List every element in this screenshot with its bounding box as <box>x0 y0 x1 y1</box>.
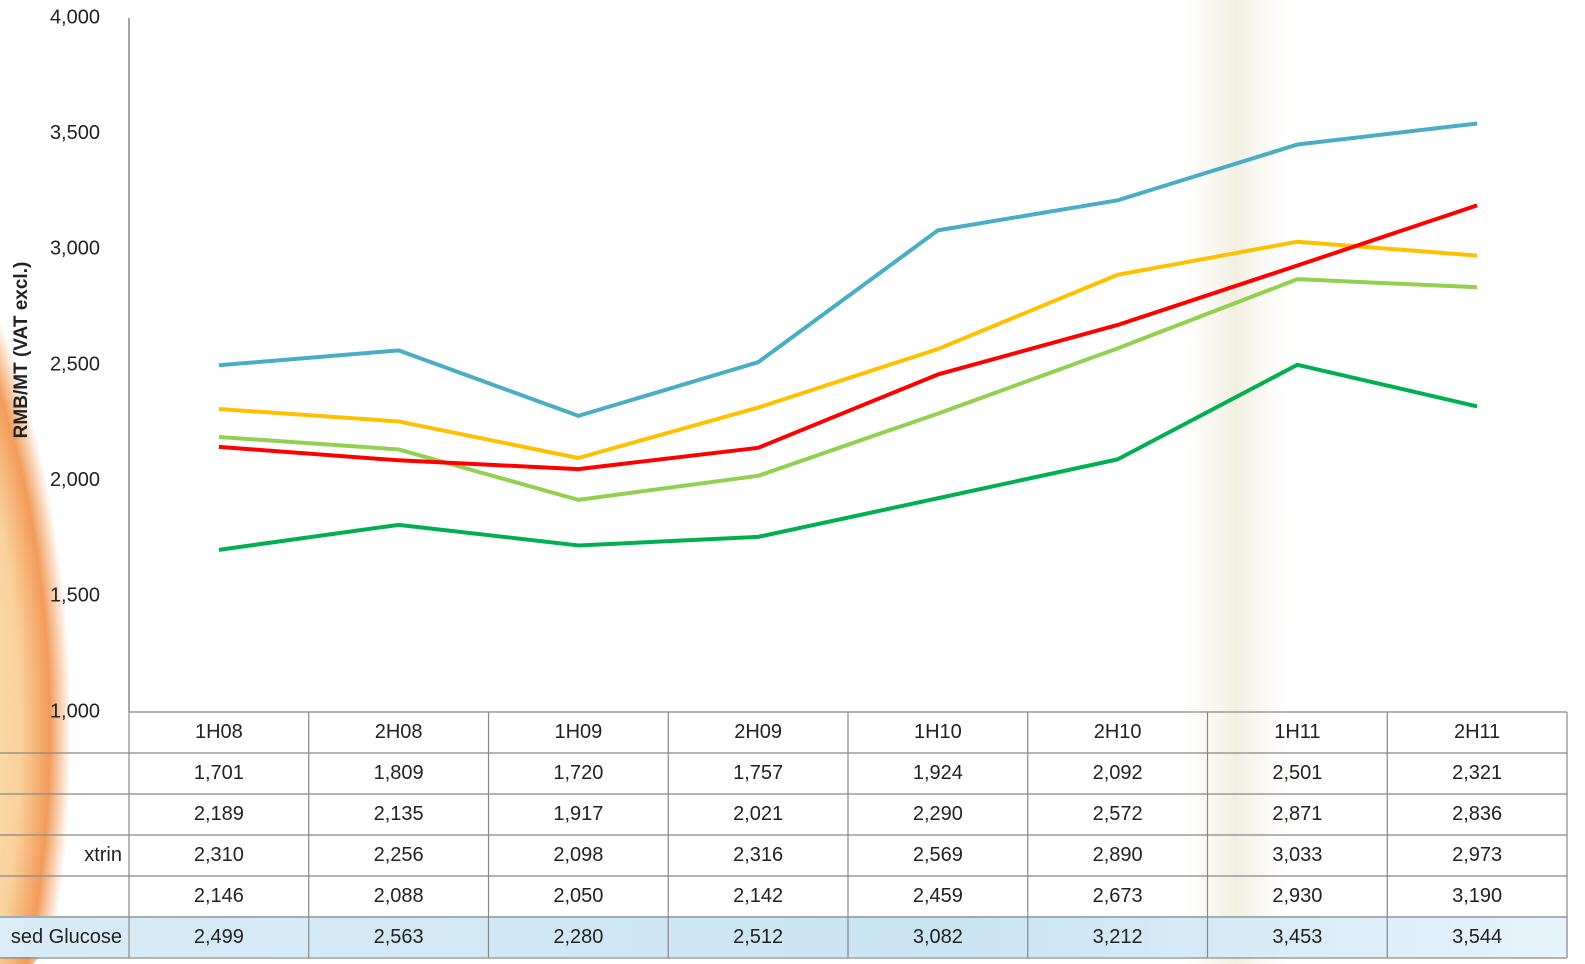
data-label: 2,871 <box>1272 803 1322 825</box>
data-label: 2,142 <box>733 885 783 907</box>
data-label: 2,459 <box>913 885 963 907</box>
data-label: 2,189 <box>194 803 244 825</box>
data-label: 2,512 <box>733 926 783 948</box>
series-line <box>218 277 1478 502</box>
decor-orb <box>0 228 140 964</box>
data-label: 2,135 <box>374 803 424 825</box>
y-tick-label: 3,500 <box>50 122 100 144</box>
y-tick-label: 4,000 <box>50 6 100 28</box>
x-tick-label: 1H10 <box>914 721 962 743</box>
data-label: 2,836 <box>1452 803 1502 825</box>
data-label: 2,098 <box>553 844 603 866</box>
data-label: 2,146 <box>194 885 244 907</box>
y-axis-label: RMB/MT (VAT excl.) <box>11 262 32 439</box>
data-label: 2,563 <box>374 926 424 948</box>
data-label: 1,701 <box>194 762 244 784</box>
data-label: 2,256 <box>374 844 424 866</box>
series-line <box>218 203 1478 472</box>
legend-label: xtrin <box>84 844 122 866</box>
data-label: 2,316 <box>733 844 783 866</box>
data-label: 1,757 <box>733 762 783 784</box>
data-label: 2,499 <box>194 926 244 948</box>
data-label: 2,930 <box>1272 885 1322 907</box>
data-label: 1,720 <box>553 762 603 784</box>
data-label: 3,190 <box>1452 885 1502 907</box>
data-label: 2,890 <box>1093 844 1143 866</box>
data-label: 2,572 <box>1093 803 1143 825</box>
data-label: 2,310 <box>194 844 244 866</box>
x-tick-label: 1H11 <box>1274 721 1320 743</box>
data-label: 2,673 <box>1093 885 1143 907</box>
data-label: 2,501 <box>1272 762 1322 784</box>
x-tick-label: 2H09 <box>734 721 782 743</box>
data-label: 2,088 <box>374 885 424 907</box>
data-label: 2,321 <box>1452 762 1502 784</box>
data-label: 2,092 <box>1093 762 1143 784</box>
x-tick-label: 2H08 <box>375 721 423 743</box>
series-line <box>218 121 1478 418</box>
data-label: 2,021 <box>733 803 783 825</box>
decor-bottle <box>1180 0 1290 964</box>
y-tick-label: 2,000 <box>50 469 100 491</box>
x-tick-label: 2H10 <box>1094 721 1142 743</box>
data-label: 2,290 <box>913 803 963 825</box>
decor-row-fill <box>0 916 1568 957</box>
data-label: 3,082 <box>913 926 963 948</box>
data-label: 3,212 <box>1093 926 1143 948</box>
x-tick-label: 1H09 <box>554 721 602 743</box>
y-tick-label: 1,000 <box>50 700 100 722</box>
x-tick-label: 2H11 <box>1454 721 1500 743</box>
series-line <box>218 239 1478 460</box>
data-label: 3,453 <box>1272 926 1322 948</box>
data-label: 2,280 <box>553 926 603 948</box>
data-label: 3,544 <box>1452 926 1502 948</box>
x-tick-label: 1H08 <box>195 721 243 743</box>
legend-label: sed Glucose <box>11 926 122 948</box>
data-label: 1,809 <box>374 762 424 784</box>
y-tick-label: 3,000 <box>50 238 100 260</box>
data-label: 2,569 <box>913 844 963 866</box>
data-label: 1,924 <box>913 762 963 784</box>
data-label: 2,973 <box>1452 844 1502 866</box>
data-label: 1,917 <box>553 803 603 825</box>
data-label: 3,033 <box>1272 844 1322 866</box>
data-label: 2,050 <box>553 885 603 907</box>
series-line <box>218 362 1478 552</box>
y-tick-label: 2,500 <box>50 353 100 375</box>
y-tick-label: 1,500 <box>50 585 100 607</box>
